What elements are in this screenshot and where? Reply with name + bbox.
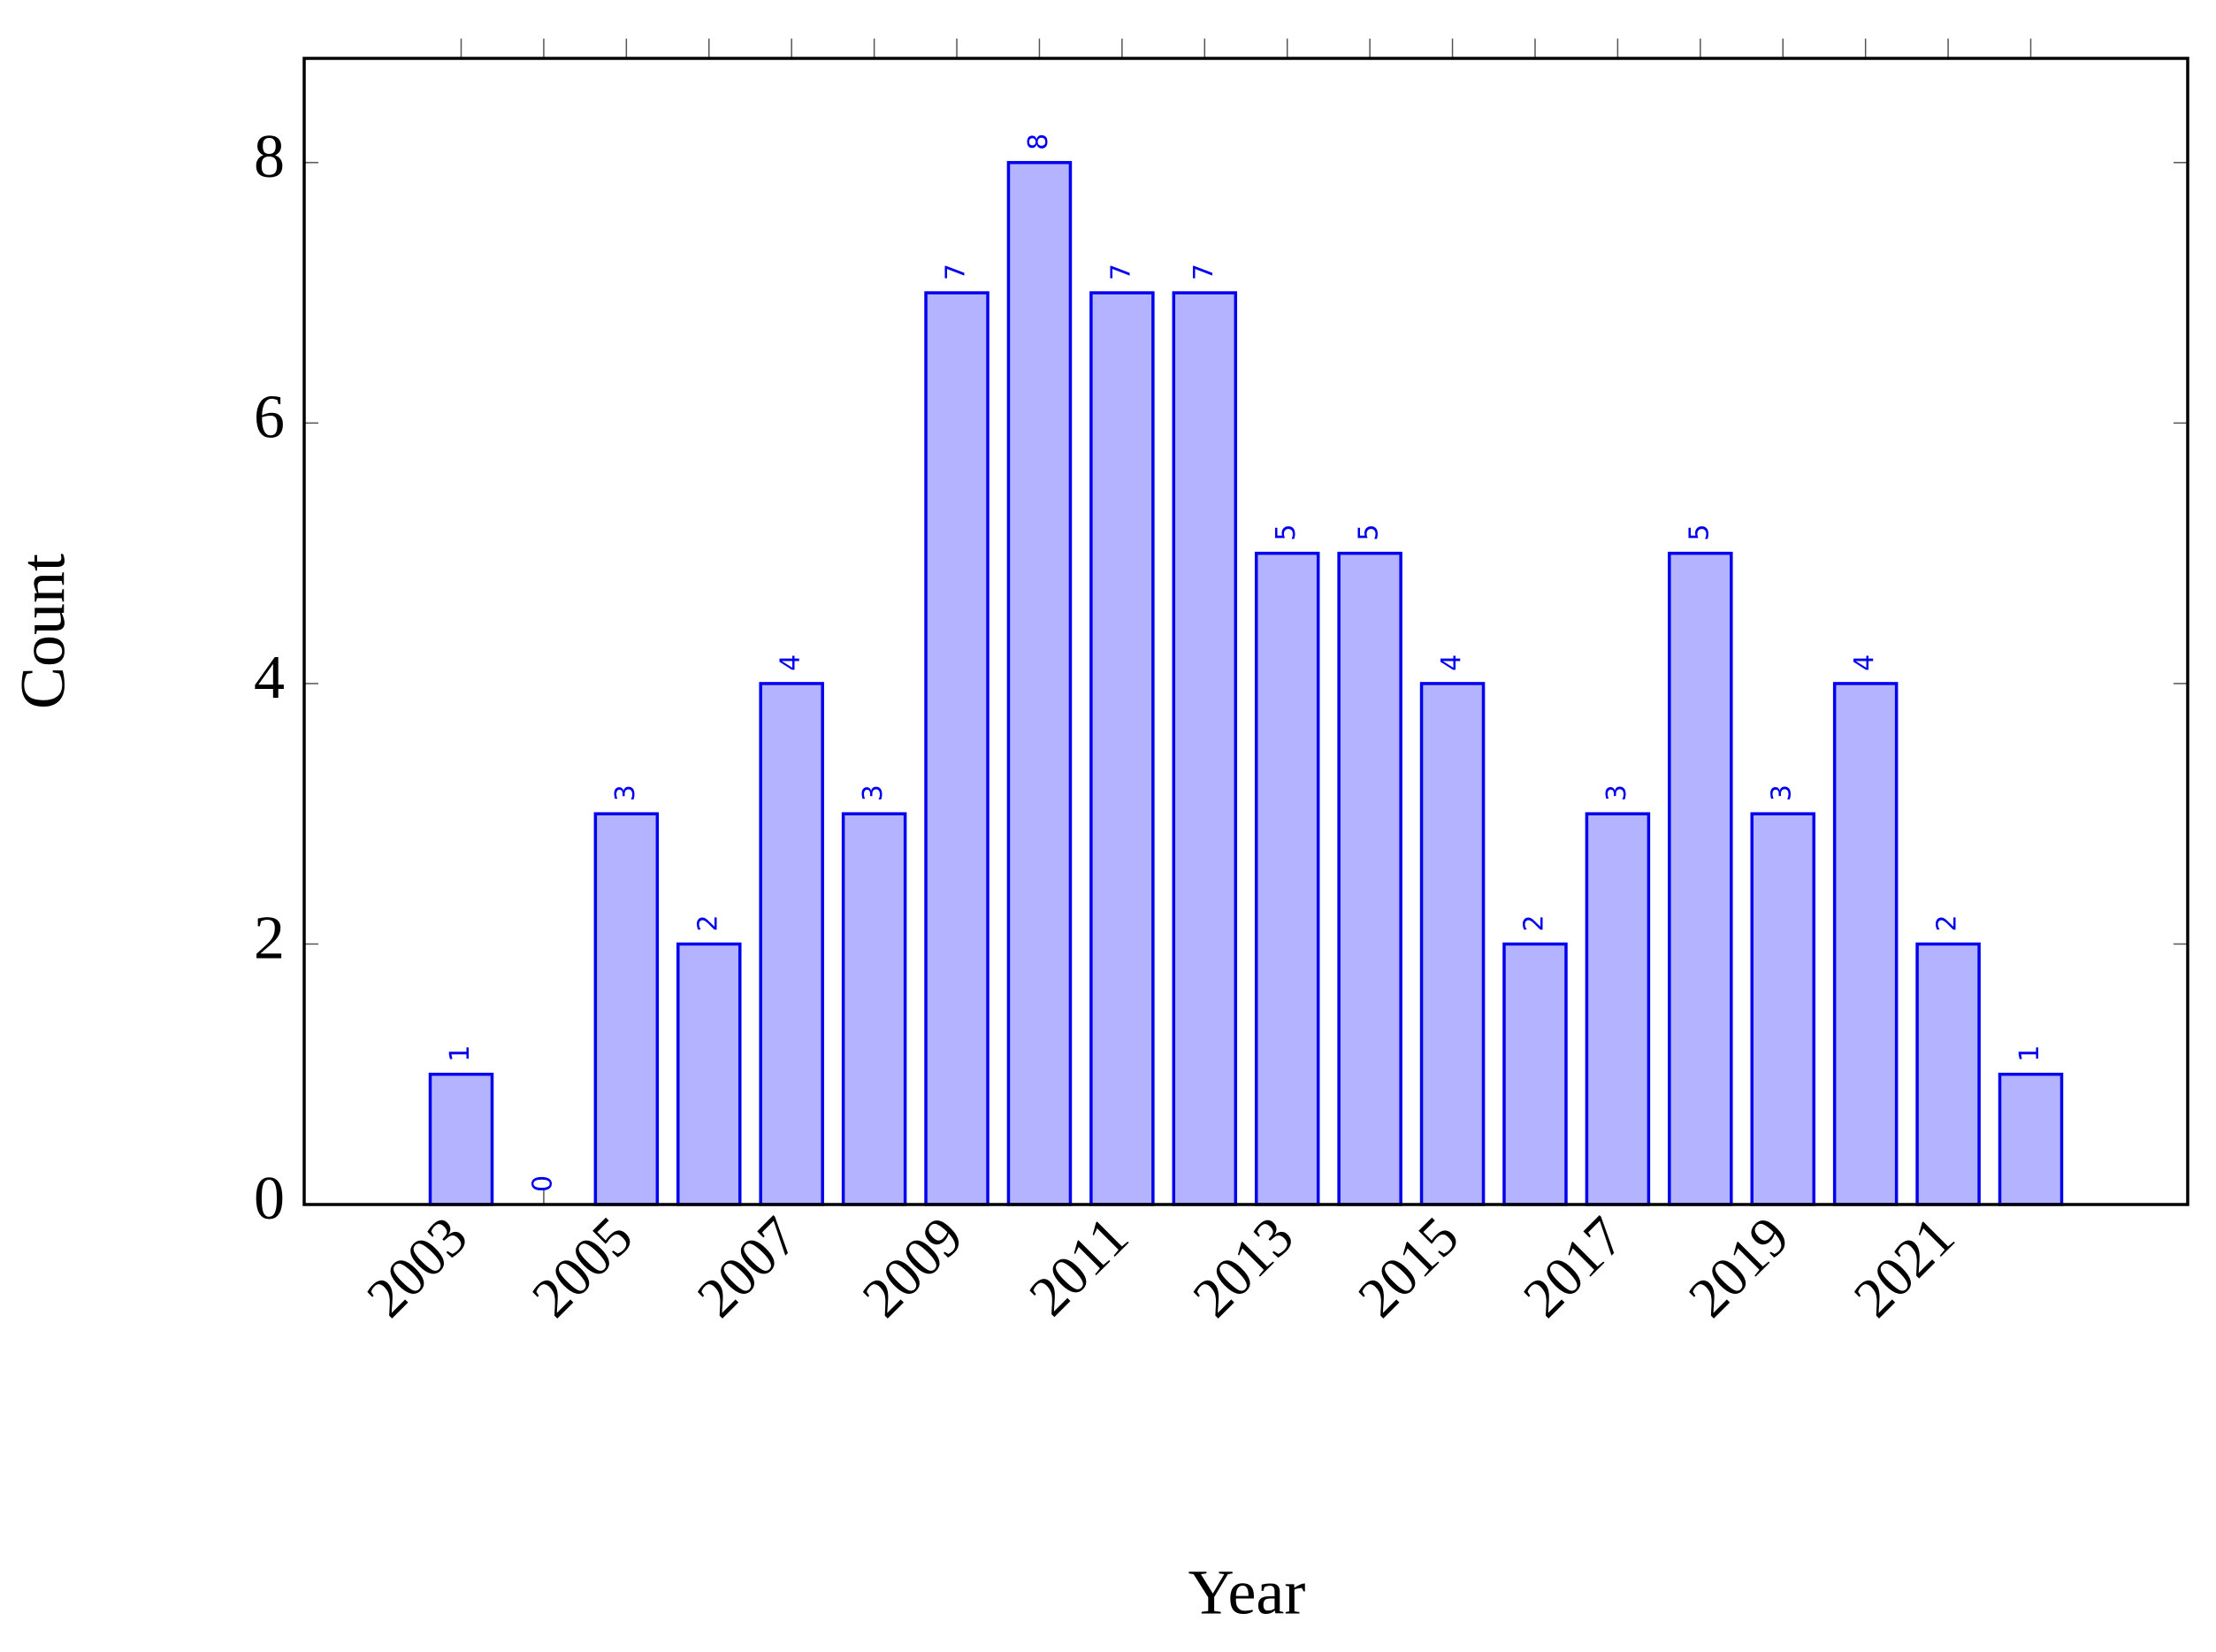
y-tick-label: 2 (254, 905, 285, 973)
x-tick-label: 2009 (851, 1205, 975, 1329)
x-tick-label: 2021 (1842, 1205, 1967, 1329)
value-label: 8 (1023, 134, 1054, 150)
value-label: 1 (2014, 1045, 2045, 1062)
bar (1915, 942, 1981, 1206)
bar (593, 812, 660, 1206)
bar (1750, 812, 1815, 1206)
y-tick-label: 6 (254, 383, 285, 451)
x-tick-label: 2011 (1017, 1205, 1140, 1327)
value-label: 5 (1271, 524, 1302, 541)
bar (1832, 682, 1899, 1206)
x-tick-label: 2003 (355, 1205, 479, 1329)
value-label: 1 (445, 1045, 476, 1062)
bar (759, 682, 824, 1206)
bar (1089, 291, 1155, 1206)
y-tick-label: 8 (254, 123, 285, 191)
value-label: 5 (1684, 524, 1715, 541)
y-tick-label: 4 (254, 644, 285, 712)
x-tick-label: 2019 (1677, 1205, 1801, 1329)
value-label: 4 (776, 654, 806, 671)
value-label: 2 (1518, 914, 1549, 931)
x-tick-label: 2017 (1511, 1205, 1636, 1329)
bar (841, 812, 907, 1206)
value-label: 2 (692, 914, 723, 931)
plot-frame (302, 57, 2189, 1206)
value-label: 3 (858, 784, 889, 801)
bar (1337, 551, 1402, 1206)
value-label: 3 (1767, 784, 1798, 801)
value-label: 5 (1354, 524, 1385, 541)
value-label: 0 (527, 1175, 558, 1192)
bar (428, 1072, 494, 1206)
bar (1502, 942, 1568, 1206)
value-label: 3 (610, 784, 641, 801)
value-label: 7 (941, 264, 972, 280)
x-axis-label: Year (1188, 1557, 1306, 1628)
bar (1006, 161, 1073, 1206)
bar (1419, 682, 1486, 1206)
y-tick-label: 0 (254, 1165, 285, 1233)
bar (1585, 812, 1651, 1206)
value-label: 4 (1849, 654, 1880, 671)
bar (676, 942, 742, 1206)
x-tick-label: 2015 (1346, 1205, 1471, 1329)
bar (1668, 551, 1733, 1206)
x-tick-label: 2005 (520, 1205, 645, 1329)
value-label: 4 (1436, 654, 1467, 671)
value-label: 3 (1601, 784, 1632, 801)
value-label: 7 (1188, 264, 1219, 280)
bar (1172, 291, 1238, 1206)
x-tick-label: 2007 (685, 1205, 810, 1329)
bar (1998, 1072, 2064, 1206)
value-label: 2 (1932, 914, 1963, 931)
bar (1254, 551, 1320, 1206)
y-axis-label: Count (8, 554, 79, 709)
value-label: 7 (1105, 264, 1136, 280)
x-tick-label: 2013 (1181, 1205, 1305, 1329)
bar (924, 291, 990, 1206)
